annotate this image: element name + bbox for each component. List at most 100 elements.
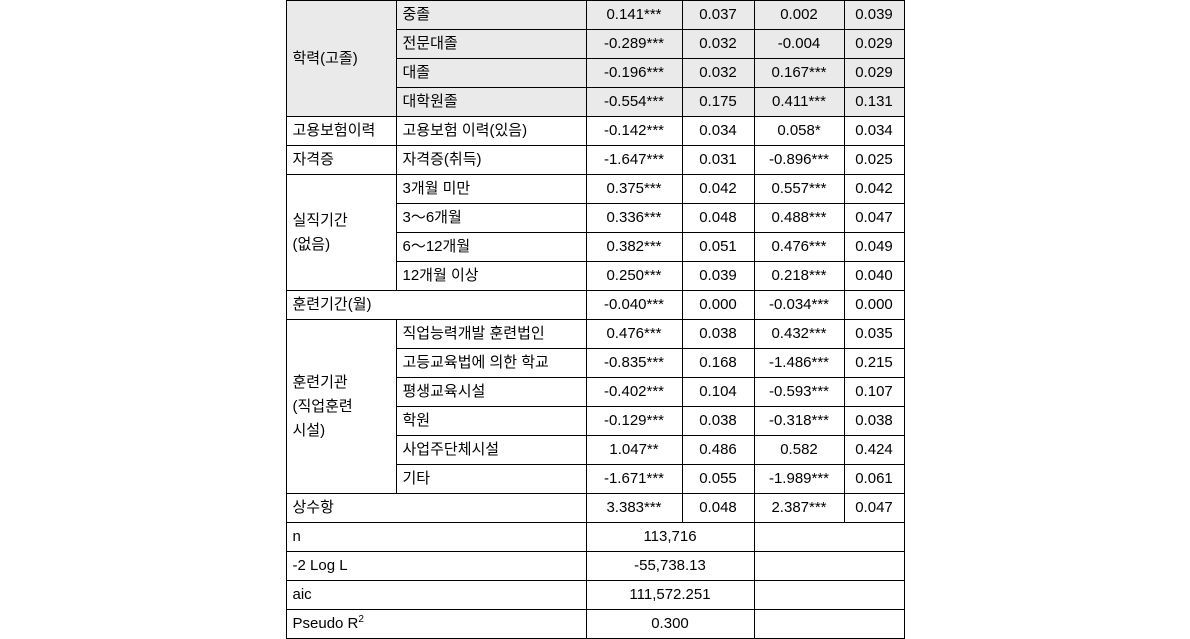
cell: 0.000 bbox=[844, 291, 904, 320]
sublabel: 3개월 미만 bbox=[396, 175, 586, 204]
group-label-inst: 훈련기관 (직업훈련 시설) bbox=[286, 320, 396, 494]
sublabel: 학원 bbox=[396, 407, 586, 436]
cell: 0.131 bbox=[844, 88, 904, 117]
group-label: 고용보험이력 bbox=[286, 117, 396, 146]
sublabel: 중졸 bbox=[396, 1, 586, 30]
cell: -0.040*** bbox=[586, 291, 682, 320]
cell: 0.049 bbox=[844, 233, 904, 262]
cell: 0.039 bbox=[844, 1, 904, 30]
cell: 0.250*** bbox=[586, 262, 682, 291]
cell: 0.486 bbox=[682, 436, 754, 465]
sublabel: 고용보험 이력(있음) bbox=[396, 117, 586, 146]
cell: 0.061 bbox=[844, 465, 904, 494]
cell: 0.034 bbox=[682, 117, 754, 146]
cell: 0.038 bbox=[682, 407, 754, 436]
cell: 0.048 bbox=[682, 494, 754, 523]
sublabel: 기타 bbox=[396, 465, 586, 494]
cell: 0.424 bbox=[844, 436, 904, 465]
footer-label: aic bbox=[286, 581, 586, 610]
cell: 0.034 bbox=[844, 117, 904, 146]
cell: 0.104 bbox=[682, 378, 754, 407]
cell: -0.318*** bbox=[754, 407, 844, 436]
cell: 0.040 bbox=[844, 262, 904, 291]
cell: 0.035 bbox=[844, 320, 904, 349]
cell: 0.038 bbox=[844, 407, 904, 436]
footer-empty bbox=[754, 552, 904, 581]
cell: 0.047 bbox=[844, 494, 904, 523]
footer-empty bbox=[754, 523, 904, 552]
cell: 0.025 bbox=[844, 146, 904, 175]
footer-value: 113,716 bbox=[586, 523, 754, 552]
cell: -1.671*** bbox=[586, 465, 682, 494]
cell: 0.037 bbox=[682, 1, 754, 30]
sublabel: 3～6개월 bbox=[396, 204, 586, 233]
cell: 0.038 bbox=[682, 320, 754, 349]
footer-empty bbox=[754, 581, 904, 610]
cell: -0.593*** bbox=[754, 378, 844, 407]
cell: 0.058* bbox=[754, 117, 844, 146]
cell: 0.032 bbox=[682, 59, 754, 88]
regression-table: 학력(고졸) 중졸 0.141*** 0.037 0.002 0.039 전문대… bbox=[286, 0, 905, 639]
cell: 0.055 bbox=[682, 465, 754, 494]
cell: -0.896*** bbox=[754, 146, 844, 175]
sublabel: 전문대졸 bbox=[396, 30, 586, 59]
cell: 0.218*** bbox=[754, 262, 844, 291]
footer-value: 111,572.251 bbox=[586, 581, 754, 610]
cell: -1.486*** bbox=[754, 349, 844, 378]
cell: 2.387*** bbox=[754, 494, 844, 523]
cell: 0.031 bbox=[682, 146, 754, 175]
cell: -0.402*** bbox=[586, 378, 682, 407]
sublabel: 사업주단체시설 bbox=[396, 436, 586, 465]
footer-label: n bbox=[286, 523, 586, 552]
cell: 0.175 bbox=[682, 88, 754, 117]
cell: 0.582 bbox=[754, 436, 844, 465]
footer-value: -55,738.13 bbox=[586, 552, 754, 581]
cell: 3.383*** bbox=[586, 494, 682, 523]
cell: -0.554*** bbox=[586, 88, 682, 117]
sublabel: 자격증(취득) bbox=[396, 146, 586, 175]
cell: 0.039 bbox=[682, 262, 754, 291]
footer-label-pseudo-r2: Pseudo R2 bbox=[286, 610, 586, 639]
cell: -0.004 bbox=[754, 30, 844, 59]
sublabel: 대학원졸 bbox=[396, 88, 586, 117]
cell: 0.000 bbox=[682, 291, 754, 320]
group-label: 자격증 bbox=[286, 146, 396, 175]
cell: 0.047 bbox=[844, 204, 904, 233]
cell: 0.051 bbox=[682, 233, 754, 262]
cell: 0.215 bbox=[844, 349, 904, 378]
cell: 0.411*** bbox=[754, 88, 844, 117]
cell: -0.835*** bbox=[586, 349, 682, 378]
cell: 0.488*** bbox=[754, 204, 844, 233]
footer-empty bbox=[754, 610, 904, 639]
constant-label: 상수항 bbox=[286, 494, 586, 523]
sublabel: 직업능력개발 훈련법인 bbox=[396, 320, 586, 349]
cell: 0.141*** bbox=[586, 1, 682, 30]
cell: -1.989*** bbox=[754, 465, 844, 494]
cell: 0.168 bbox=[682, 349, 754, 378]
cell: 0.476*** bbox=[586, 320, 682, 349]
cell: 0.382*** bbox=[586, 233, 682, 262]
cell: 0.029 bbox=[844, 30, 904, 59]
sublabel: 평생교육시설 bbox=[396, 378, 586, 407]
cell: 0.042 bbox=[682, 175, 754, 204]
cell: -0.289*** bbox=[586, 30, 682, 59]
sublabel: 대졸 bbox=[396, 59, 586, 88]
cell: 0.476*** bbox=[754, 233, 844, 262]
cell: -1.647*** bbox=[586, 146, 682, 175]
cell: 0.029 bbox=[844, 59, 904, 88]
footer-label: -2 Log L bbox=[286, 552, 586, 581]
cell: 0.042 bbox=[844, 175, 904, 204]
group-label-unemp: 실직기간 (없음) bbox=[286, 175, 396, 291]
sublabel: 6～12개월 bbox=[396, 233, 586, 262]
cell: 0.557*** bbox=[754, 175, 844, 204]
cell: -0.034*** bbox=[754, 291, 844, 320]
footer-value: 0.300 bbox=[586, 610, 754, 639]
group-label: 훈련기간(월) bbox=[286, 291, 586, 320]
cell: 1.047** bbox=[586, 436, 682, 465]
cell: 0.107 bbox=[844, 378, 904, 407]
cell: 0.375*** bbox=[586, 175, 682, 204]
group-label-education: 학력(고졸) bbox=[286, 1, 396, 117]
cell: 0.167*** bbox=[754, 59, 844, 88]
cell: 0.002 bbox=[754, 1, 844, 30]
cell: -0.142*** bbox=[586, 117, 682, 146]
